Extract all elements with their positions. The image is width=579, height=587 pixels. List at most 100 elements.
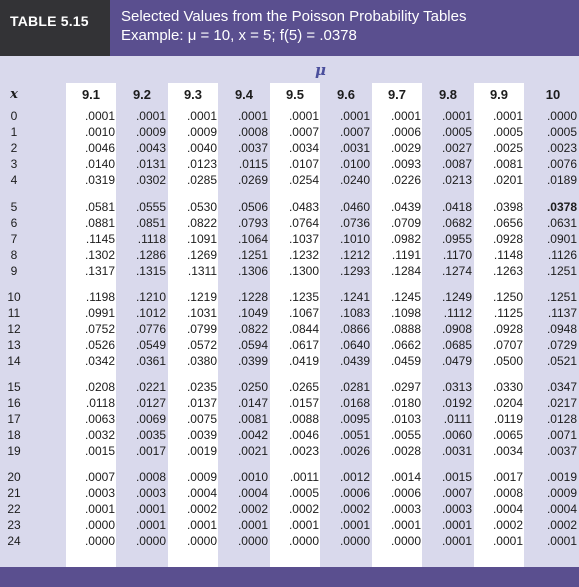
row-x-value: 19: [7, 444, 21, 459]
highlighted-probability-cell: .0378: [546, 200, 577, 214]
probability-cell: .0001: [441, 518, 472, 533]
column-stripe: [270, 83, 320, 567]
probability-cell: .0012: [339, 470, 370, 484]
probability-cell: .0682: [441, 216, 472, 231]
probability-cell: .0208: [84, 380, 115, 394]
probability-cell: .0479: [441, 354, 472, 369]
row-x-value: 16: [7, 396, 21, 411]
probability-cell: .0189: [546, 173, 577, 188]
probability-cell: .1125: [493, 306, 523, 321]
mu-column-header: 9.7: [387, 87, 407, 102]
probability-cell: .0071: [546, 428, 577, 443]
probability-cell: .0250: [237, 380, 268, 394]
probability-cell: .0006: [390, 125, 421, 140]
probability-cell: .0530: [186, 200, 217, 214]
probability-cell: .0007: [288, 125, 319, 140]
probability-cell: .0736: [339, 216, 370, 231]
probability-cell: .1228: [237, 290, 268, 304]
probability-cell: .0398: [492, 200, 523, 214]
probability-cell: .0955: [441, 232, 472, 247]
table-header: TABLE 5.15 Selected Values from the Pois…: [0, 0, 579, 56]
probability-cell: .0002: [339, 502, 370, 517]
mu-column-header: 9.5: [285, 87, 305, 102]
probability-cell: .0572: [186, 338, 217, 353]
probability-cell: .1251: [237, 248, 268, 263]
table-label-box: TABLE 5.15: [0, 0, 110, 56]
probability-cell: .0031: [339, 141, 370, 156]
probability-cell: .0347: [546, 380, 577, 394]
mu-column-header: 9.4: [234, 87, 254, 102]
probability-cell: .0032: [84, 428, 115, 443]
probability-cell: .0240: [339, 173, 370, 188]
probability-cell: .0001: [84, 502, 115, 517]
probability-cell: .0006: [339, 486, 370, 501]
probability-cell: .1284: [390, 264, 421, 279]
column-stripe: [66, 83, 116, 567]
probability-cell: .0051: [339, 428, 370, 443]
probability-cell: .0004: [186, 486, 217, 501]
probability-cell: .0844: [288, 322, 319, 337]
probability-cell: .1012: [135, 306, 166, 321]
probability-cell: .0034: [288, 141, 319, 156]
probability-cell: .0000: [84, 534, 115, 549]
probability-cell: .0793: [237, 216, 268, 231]
probability-cell: .1232: [288, 248, 319, 263]
probability-cell: .1311: [187, 264, 217, 279]
probability-cell: .0076: [546, 157, 577, 172]
probability-cell: .0017: [135, 444, 166, 459]
row-x-value: 10: [7, 290, 21, 304]
probability-cell: .0034: [492, 444, 523, 459]
probability-cell: .0500: [492, 354, 523, 369]
probability-cell: .1293: [339, 264, 370, 279]
probability-cell: .0281: [339, 380, 370, 394]
probability-cell: .0107: [288, 157, 319, 172]
probability-cell: .0003: [441, 502, 472, 517]
probability-cell: .0147: [237, 396, 268, 411]
probability-cell: .0001: [492, 109, 523, 123]
probability-cell: .0002: [186, 502, 217, 517]
probability-cell: .0313: [441, 380, 472, 394]
probability-cell: .0192: [441, 396, 472, 411]
probability-cell: .0851: [135, 216, 166, 231]
mu-column-header: 9.2: [132, 87, 152, 102]
probability-cell: .1126: [547, 248, 577, 263]
probability-cell: .0127: [135, 396, 166, 411]
probability-cell: .1251: [546, 290, 577, 304]
probability-cell: .0555: [135, 200, 166, 214]
probability-cell: .0095: [339, 412, 370, 427]
probability-cell: .0015: [84, 444, 115, 459]
probability-cell: .0594: [237, 338, 268, 353]
mu-column-header: 9.3: [183, 87, 203, 102]
probability-cell: .0005: [492, 125, 523, 140]
probability-cell: .0419: [288, 354, 319, 369]
probability-cell: .0093: [390, 157, 421, 172]
probability-cell: .0046: [84, 141, 115, 156]
probability-cell: .1235: [288, 290, 319, 304]
probability-cell: .1286: [135, 248, 166, 263]
probability-cell: .0776: [135, 322, 166, 337]
probability-cell: .0002: [237, 502, 268, 517]
probability-cell: .0881: [84, 216, 115, 231]
probability-cell: .0631: [546, 216, 577, 231]
row-x-value: 21: [7, 486, 21, 501]
probability-cell: .0330: [492, 380, 523, 394]
row-x-value: 18: [7, 428, 21, 443]
probability-cell: .1137: [547, 306, 577, 321]
probability-cell: .0685: [441, 338, 472, 353]
probability-cell: .0269: [237, 173, 268, 188]
probability-cell: .0037: [237, 141, 268, 156]
probability-cell: .0549: [135, 338, 166, 353]
probability-cell: .0254: [288, 173, 319, 188]
probability-cell: .0002: [288, 502, 319, 517]
probability-cell: .0001: [84, 109, 115, 123]
probability-cell: .0128: [546, 412, 577, 427]
row-x-value: 2: [10, 141, 18, 156]
probability-cell: .0157: [288, 396, 319, 411]
probability-cell: .0297: [390, 380, 421, 394]
probability-cell: .0063: [84, 412, 115, 427]
probability-cell: .0707: [492, 338, 523, 353]
probability-cell: .1315: [135, 264, 166, 279]
probability-cell: .0226: [390, 173, 421, 188]
probability-cell: .0460: [339, 200, 370, 214]
